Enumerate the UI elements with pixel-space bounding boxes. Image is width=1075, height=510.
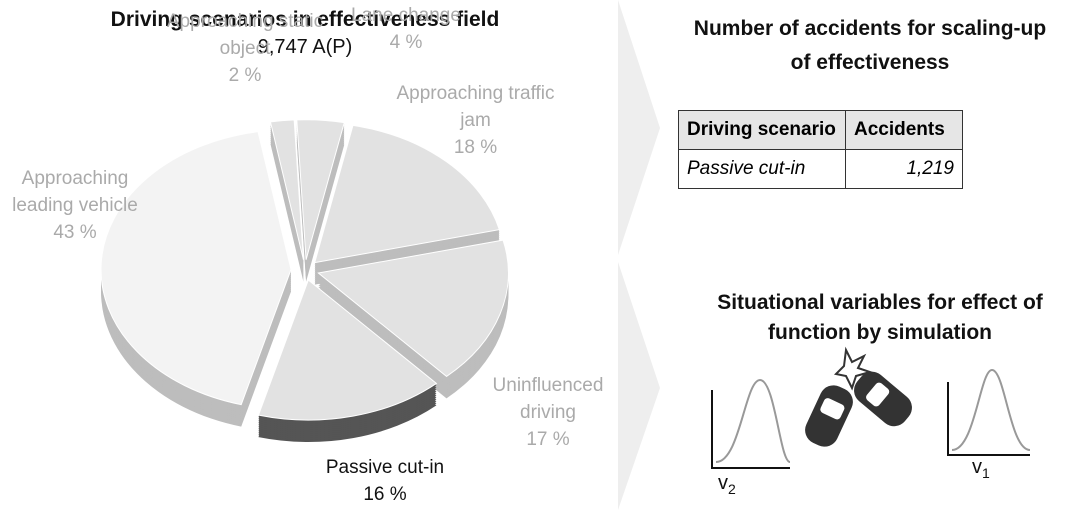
slice	[269, 119, 304, 260]
cell: 1,219	[845, 149, 963, 189]
value-label: 4 %	[389, 32, 423, 53]
slice	[296, 119, 345, 260]
chart-title: Driving scenarios in effectiveness field	[110, 8, 500, 31]
category-name: Approaching static object	[166, 11, 324, 59]
crash-icon	[805, 346, 912, 447]
variable-base: v	[718, 472, 728, 494]
variable-sub: 2	[728, 481, 736, 497]
variable-sub: 1	[982, 465, 990, 481]
category-name: Approaching leading vehicle	[12, 168, 138, 216]
cell: Passive cut-in	[678, 149, 846, 189]
slice	[317, 239, 509, 378]
table: Driving scenario Accidents Passive cut-in…	[678, 110, 963, 189]
slice-label: Uninfluenced driving 17 %	[478, 372, 618, 453]
value-label: 2 %	[228, 65, 262, 86]
slice-label: Lane change 4 %	[346, 2, 466, 56]
value-label: 16 %	[363, 484, 407, 505]
value-label: 43 %	[53, 222, 97, 243]
distribution-left	[711, 378, 791, 469]
slice-label: Approaching static object 2 %	[160, 8, 330, 89]
variable-label: v2	[718, 472, 736, 497]
arrow	[618, 262, 660, 510]
table-title: Number of accidents for scaling-up of ef…	[693, 17, 1047, 74]
simulation-title: Situational variables for effect of func…	[717, 291, 1043, 344]
variable-label: v1	[972, 456, 990, 481]
header-cell: Driving scenario	[678, 110, 846, 150]
slice	[314, 124, 501, 264]
variable-base: v	[972, 456, 982, 478]
slice-label: Passive cut-in 16 %	[305, 454, 465, 508]
category-name: Passive cut-in	[325, 457, 445, 478]
value-label: 17 %	[526, 429, 570, 450]
header-cell: Accidents	[845, 110, 963, 150]
category-name: Lane change	[351, 5, 461, 26]
category-name: Uninfluenced driving	[492, 375, 604, 423]
slice-label: Approaching leading vehicle 43 %	[0, 165, 150, 246]
value-label: 18 %	[453, 137, 498, 158]
category-name: Approaching traffic jam	[396, 83, 555, 131]
slice-label: Approaching traffic jam 18 %	[388, 80, 563, 161]
distribution-right	[947, 368, 1031, 456]
chart-subtitle: 9,747 A(P)	[257, 36, 353, 58]
slice	[100, 131, 292, 406]
arrow	[618, 0, 660, 255]
slice	[257, 279, 438, 421]
